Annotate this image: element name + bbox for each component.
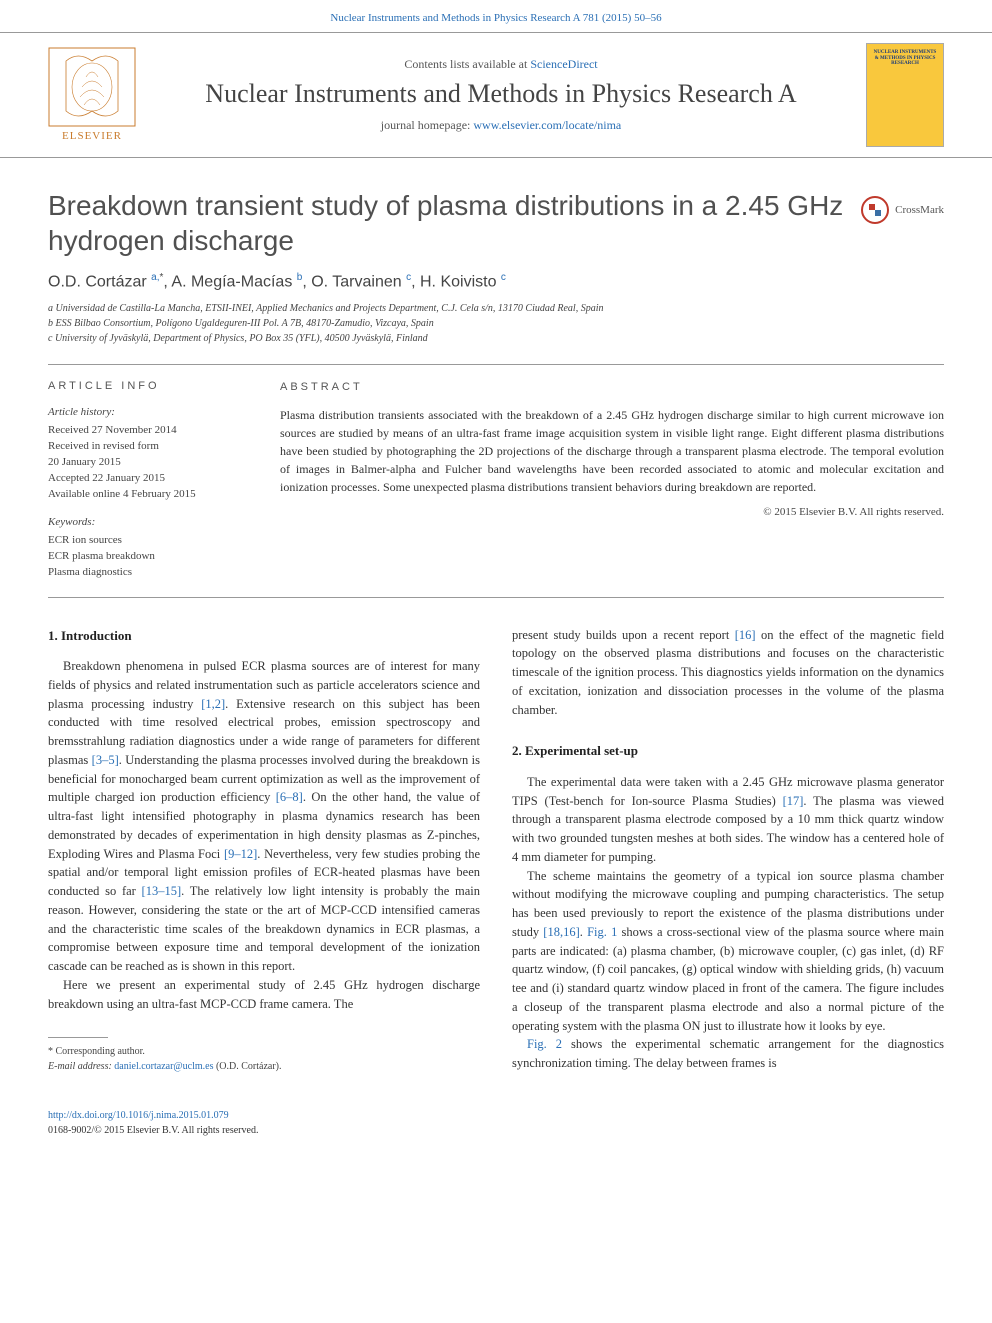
title-row: Breakdown transient study of plasma dist…: [48, 188, 944, 258]
article-area: Breakdown transient study of plasma dist…: [0, 158, 992, 1098]
journal-cover: NUCLEAR INSTRUMENTS & METHODS IN PHYSICS…: [866, 43, 944, 147]
journal-name: Nuclear Instruments and Methods in Physi…: [154, 78, 848, 109]
crossmark-badge[interactable]: CrossMark: [861, 196, 944, 224]
email-suffix: (O.D. Cortázar).: [213, 1061, 281, 1072]
footnote-block: * Corresponding author. E-mail address: …: [48, 1044, 480, 1074]
contents-line: Contents lists available at ScienceDirec…: [154, 57, 848, 72]
svg-text:ELSEVIER: ELSEVIER: [62, 130, 122, 142]
history-line: 20 January 2015: [48, 455, 248, 471]
abstract-text: Plasma distribution transients associate…: [280, 406, 944, 496]
abstract-heading: abstract: [280, 379, 944, 396]
paragraph: The scheme maintains the geometry of a t…: [512, 867, 944, 1036]
affiliation: b ESS Bilbao Consortium, Polígono Ugalde…: [48, 316, 944, 331]
paragraph: present study builds upon a recent repor…: [512, 626, 944, 720]
section-heading: 1. Introduction: [48, 626, 480, 646]
homepage-prefix: journal homepage:: [381, 118, 474, 132]
paragraph: Breakdown phenomena in pulsed ECR plasma…: [48, 657, 480, 976]
authors: O.D. Cortázar a,*, A. Megía-Macías b, O.…: [48, 272, 944, 291]
paragraph: Fig. 2 shows the experimental schematic …: [512, 1035, 944, 1073]
homepage-line: journal homepage: www.elsevier.com/locat…: [154, 118, 848, 133]
citation-link[interactable]: Nuclear Instruments and Methods in Physi…: [330, 12, 661, 24]
right-column: present study builds upon a recent repor…: [512, 626, 944, 1075]
left-column: 1. Introduction Breakdown phenomena in p…: [48, 626, 480, 1075]
history-line: Received 27 November 2014: [48, 423, 248, 439]
article-title: Breakdown transient study of plasma dist…: [48, 188, 845, 258]
masthead-center: Contents lists available at ScienceDirec…: [154, 57, 848, 132]
info-row: article info Article history: Received 2…: [48, 364, 944, 597]
keywords-label: Keywords:: [48, 515, 248, 531]
homepage-link[interactable]: www.elsevier.com/locate/nima: [473, 118, 621, 132]
keyword: ECR plasma breakdown: [48, 549, 248, 565]
history-line: Received in revised form: [48, 439, 248, 455]
crossmark-label: CrossMark: [895, 204, 944, 216]
paragraph: The experimental data were taken with a …: [512, 773, 944, 867]
body-columns: 1. Introduction Breakdown phenomena in p…: [48, 626, 944, 1075]
email-label: E-mail address:: [48, 1061, 114, 1072]
sciencedirect-link[interactable]: ScienceDirect: [530, 57, 597, 71]
elsevier-logo: ELSEVIER: [48, 47, 136, 143]
article-info: article info Article history: Received 2…: [48, 379, 248, 580]
abstract-block: abstract Plasma distribution transients …: [280, 379, 944, 580]
copyright: © 2015 Elsevier B.V. All rights reserved…: [280, 504, 944, 521]
contents-prefix: Contents lists available at: [404, 57, 530, 71]
paragraph: Here we present an experimental study of…: [48, 976, 480, 1014]
masthead: ELSEVIER Contents lists available at Sci…: [0, 32, 992, 158]
doi-link[interactable]: http://dx.doi.org/10.1016/j.nima.2015.01…: [48, 1110, 229, 1121]
history-line: Available online 4 February 2015: [48, 487, 248, 503]
citation-line: Nuclear Instruments and Methods in Physi…: [0, 0, 992, 32]
email-line: E-mail address: daniel.cortazar@uclm.es …: [48, 1059, 480, 1074]
journal-cover-title: NUCLEAR INSTRUMENTS & METHODS IN PHYSICS…: [871, 50, 939, 67]
affiliation: a Universidad de Castilla-La Mancha, ETS…: [48, 301, 944, 316]
keyword: Plasma diagnostics: [48, 565, 248, 581]
section-heading: 2. Experimental set-up: [512, 741, 944, 761]
history-label: Article history:: [48, 405, 248, 421]
affiliations: a Universidad de Castilla-La Mancha, ETS…: [48, 301, 944, 346]
issn-line: 0168-9002/© 2015 Elsevier B.V. All right…: [48, 1125, 258, 1136]
crossmark-icon: [861, 196, 889, 224]
email-link[interactable]: daniel.cortazar@uclm.es: [114, 1061, 213, 1072]
affiliation: c University of Jyväskylä, Department of…: [48, 331, 944, 346]
corresponding-author: * Corresponding author.: [48, 1044, 480, 1059]
article-info-heading: article info: [48, 379, 248, 395]
keyword: ECR ion sources: [48, 533, 248, 549]
footnote-rule: [48, 1037, 108, 1038]
history-line: Accepted 22 January 2015: [48, 471, 248, 487]
footer-ids: http://dx.doi.org/10.1016/j.nima.2015.01…: [0, 1098, 992, 1158]
